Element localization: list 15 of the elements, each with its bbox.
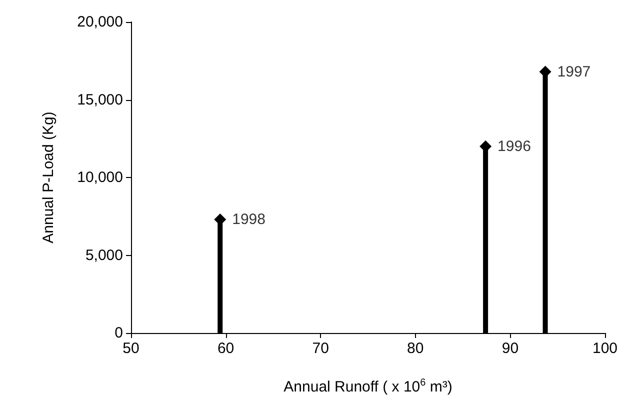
x-tick-label: 50 (122, 340, 140, 357)
y-tick-label: 0 (114, 324, 123, 342)
x-tick-label: 80 (407, 340, 424, 357)
annotation: 1997 (557, 63, 591, 80)
annotation: 1996 (498, 138, 531, 155)
y-tick-label: 5,000 (85, 246, 123, 264)
y-tick-label: 20,000 (77, 14, 123, 30)
x-tick-label: 90 (502, 340, 519, 357)
x-tick-label: 100 (592, 340, 618, 357)
x-tick-label: 60 (217, 340, 234, 357)
y-tick-label: 10,000 (77, 169, 123, 186)
x-tick-label: 70 (312, 340, 329, 357)
y-axis-title: Annual P-Load (Kg) (40, 112, 57, 244)
y-tick-label: 15,000 (77, 91, 123, 108)
annotation: 1998 (232, 210, 266, 228)
